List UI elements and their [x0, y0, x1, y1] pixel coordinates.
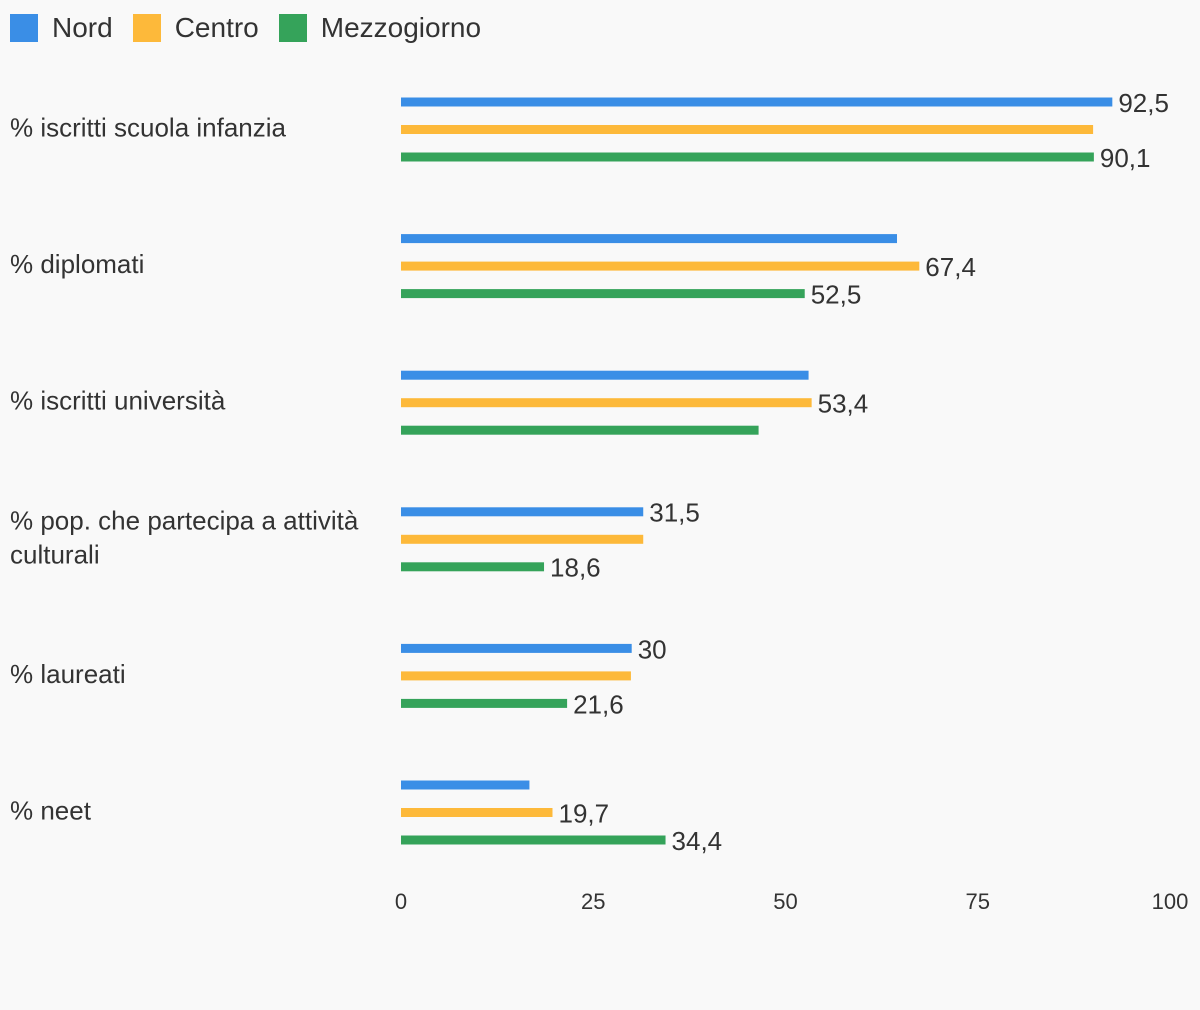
bar-mezzogiorno [401, 152, 1094, 162]
bar-mezzogiorno [401, 425, 759, 435]
legend-swatch-centro [132, 14, 161, 42]
category-label: % iscritti scuola infanzia [10, 112, 287, 142]
bar-centro [401, 125, 1094, 134]
category-label: % pop. che partecipa a attività culturali [10, 505, 359, 569]
legend: Nord Centro Mezzogiorno [10, 8, 501, 48]
bar-centro [401, 808, 553, 817]
data-label: 52,5 [811, 279, 862, 309]
bar-centro [401, 671, 631, 681]
data-label: 21,6 [573, 689, 624, 719]
data-label: 30 [638, 634, 667, 664]
x-tick-label: 75 [966, 889, 990, 914]
data-label: 31,5 [649, 498, 700, 528]
category-label: % diplomati [10, 249, 144, 279]
legend-label-nord: Nord [52, 12, 113, 43]
legend-label-centro: Centro [174, 12, 259, 43]
bar-nord [401, 507, 644, 517]
legend-item-mezzogiorno[interactable]: Mezzogiorno [278, 12, 482, 44]
bar-mezzogiorno [401, 289, 805, 299]
bar-nord [401, 780, 530, 790]
legend-item-nord[interactable]: Nord [10, 12, 113, 44]
data-label: 53,4 [818, 389, 869, 419]
data-label: 92,5 [1118, 88, 1169, 118]
category-label: % neet [10, 795, 92, 825]
bar-nord [401, 97, 1113, 107]
x-tick-label: 100 [1152, 889, 1189, 914]
bar-nord [401, 643, 632, 653]
legend-item-centro[interactable]: Centro [132, 12, 259, 44]
category-label: % iscritti università [10, 386, 226, 416]
x-tick-label: 25 [581, 889, 605, 914]
x-tick-label: 0 [395, 889, 407, 914]
bar-mezzogiorno [401, 562, 545, 572]
data-label: 67,4 [925, 252, 976, 282]
data-label: 19,7 [558, 798, 609, 828]
legend-swatch-mezzogiorno [278, 14, 307, 42]
legend-label-mezzogiorno: Mezzogiorno [320, 12, 482, 43]
category-label: % laureati [10, 659, 126, 689]
bar-mezzogiorno [401, 698, 568, 708]
data-label: 34,4 [672, 826, 723, 856]
legend-swatch-nord [10, 14, 38, 42]
bar-nord [401, 234, 898, 244]
bar-centro [401, 534, 644, 544]
bar-mezzogiorno [401, 835, 666, 845]
bar-nord [401, 370, 809, 380]
x-tick-label: 50 [773, 889, 797, 914]
data-label: 18,6 [550, 553, 601, 583]
bar-centro [401, 261, 920, 271]
data-label: 90,1 [1100, 143, 1151, 173]
bar-centro [401, 398, 812, 408]
